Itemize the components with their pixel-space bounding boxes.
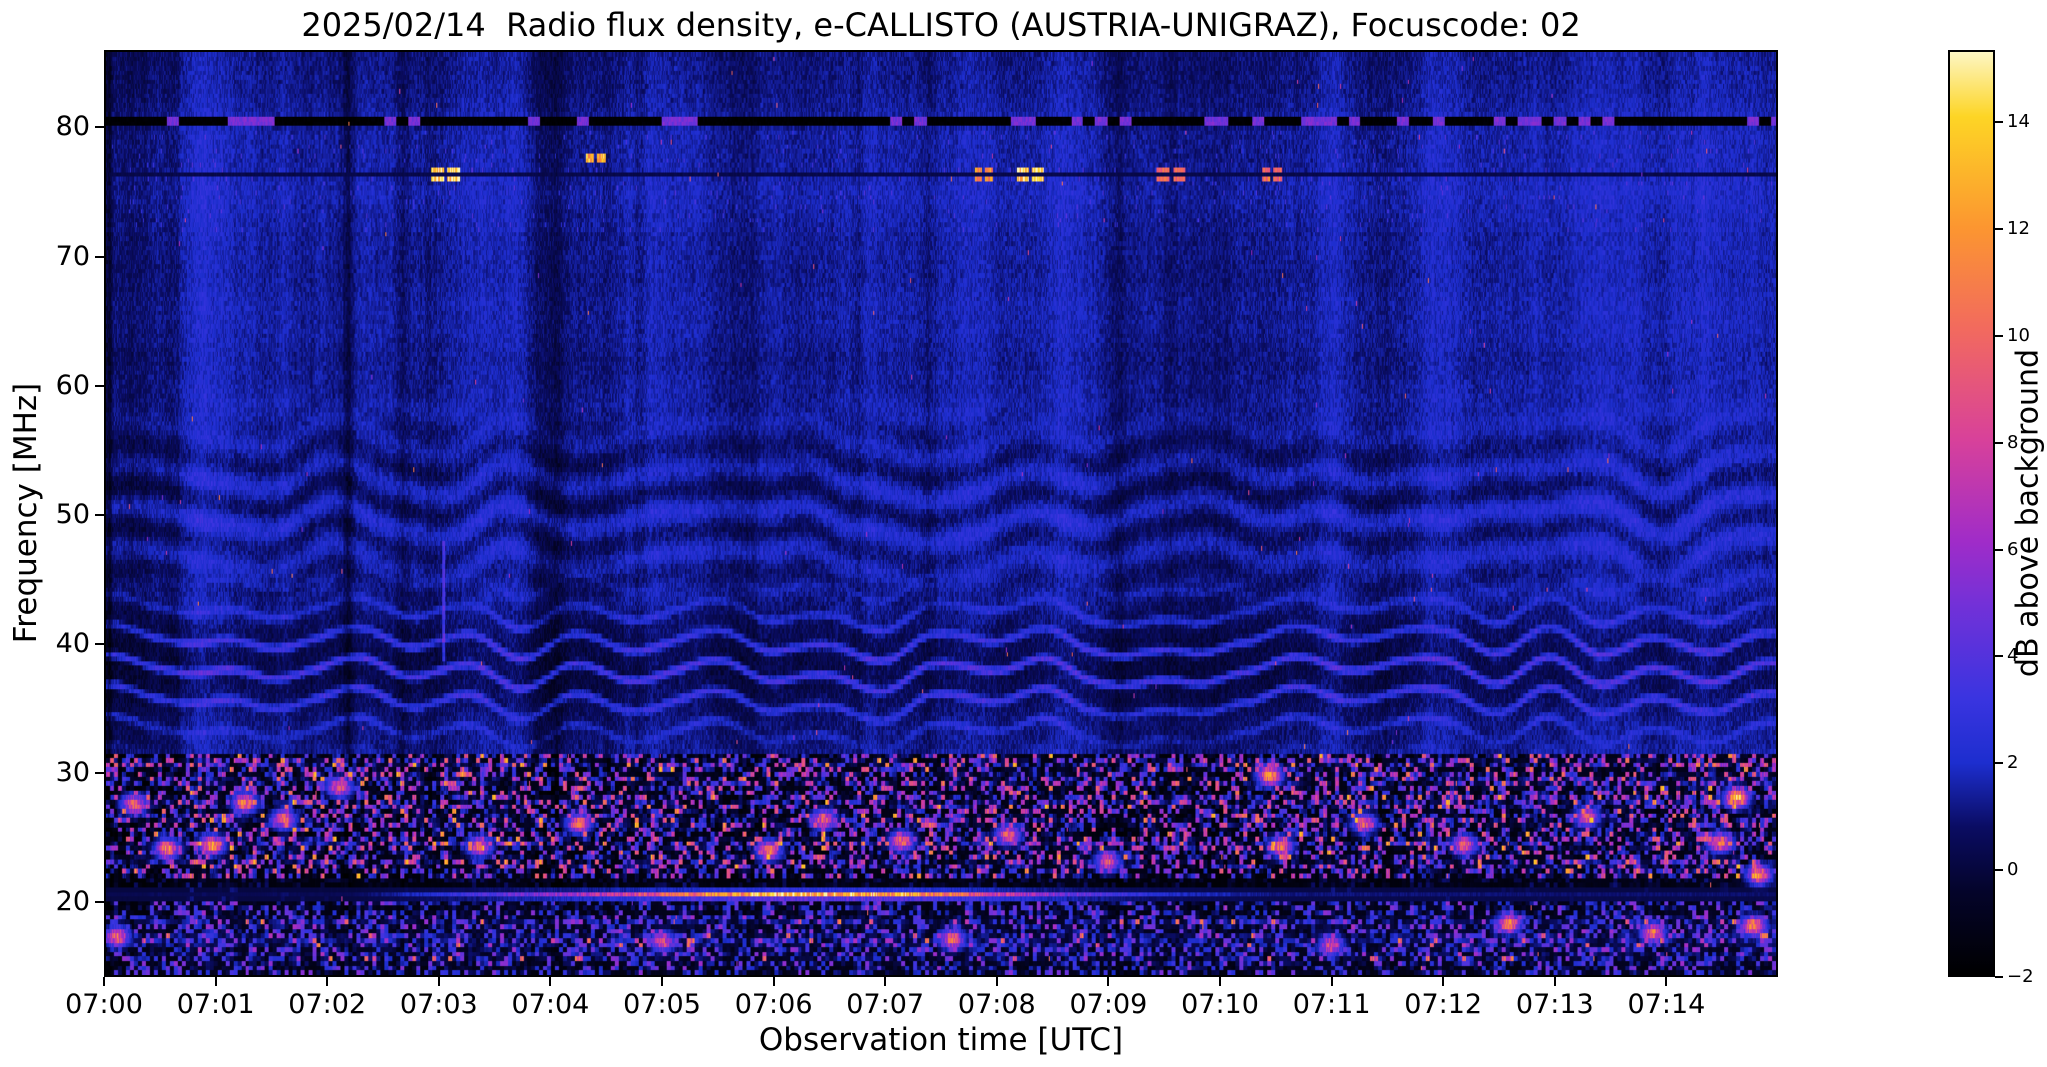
x-tick-mark [549,977,552,986]
colorbar-tick-label: 2 [2007,752,2019,774]
plot-area [104,50,1778,977]
colorbar-tick-label: 8 [2007,431,2019,453]
y-tick-mark [95,513,104,516]
y-tick-mark [95,126,104,129]
x-tick-label: 07:00 [65,989,143,1020]
y-tick-mark [95,255,104,258]
y-tick-mark [95,642,104,645]
colorbar-tick-mark [1995,227,2003,230]
x-tick-label: 07:13 [1515,989,1594,1020]
colorbar [1948,50,1995,977]
colorbar-tick-mark [1995,548,2003,551]
colorbar-tick-mark [1995,334,2003,337]
x-tick-mark [326,977,329,986]
x-tick-label: 07:04 [511,989,590,1020]
x-tick-mark [1665,977,1668,986]
x-tick-label: 07:08 [957,989,1036,1020]
y-tick-mark [95,901,104,904]
x-tick-mark [884,977,887,986]
x-tick-label: 07:02 [288,989,367,1020]
y-tick-label: 60 [55,369,90,401]
colorbar-tick-label: 10 [2007,324,2030,346]
y-tick-label: 30 [55,757,90,788]
spectrogram-canvas [106,52,1776,975]
x-tick-label: 07:12 [1404,989,1483,1020]
x-tick-label: 07:14 [1627,989,1706,1020]
x-tick-mark [103,977,105,986]
chart-title: 2025/02/14 Radio flux density, e-CALLIST… [301,6,1581,44]
x-tick-mark [772,977,775,986]
x-tick-label: 07:01 [176,989,255,1020]
y-tick-mark [95,384,104,387]
colorbar-tick-label: 12 [2007,217,2030,239]
colorbar-tick-mark [1995,762,2003,765]
x-tick-label: 07:10 [1181,989,1259,1020]
colorbar-tick-mark [1995,121,2003,124]
y-tick-label: 20 [55,886,90,918]
x-tick-label: 07:09 [1069,989,1148,1020]
colorbar-gradient [1950,52,1993,975]
colorbar-tick-label: 4 [2007,645,2019,667]
y-tick-label: 80 [55,111,90,143]
colorbar-label: dB above background [2010,348,2046,678]
x-tick-label: 07:07 [846,989,925,1020]
y-tick-label: 50 [55,498,90,530]
y-tick-mark [95,772,104,774]
x-tick-mark [995,977,998,986]
colorbar-tick-label: 6 [2007,538,2019,560]
colorbar-tick-label: 0 [2007,859,2019,881]
x-tick-mark [214,977,217,986]
colorbar-tick-mark [1995,869,2003,872]
x-tick-mark [1553,977,1556,986]
x-tick-mark [1442,977,1445,986]
y-tick-label: 70 [55,240,90,272]
colorbar-tick-mark [1995,441,2003,444]
x-tick-mark [1107,977,1110,986]
x-tick-mark [437,977,440,986]
colorbar-tick-mark [1995,976,2003,978]
y-tick-label: 40 [55,627,90,659]
x-tick-mark [661,977,663,986]
colorbar-tick-mark [1995,655,2003,658]
x-tick-mark [1330,977,1333,986]
x-tick-label: 07:03 [399,989,478,1020]
colorbar-tick-label: −2 [2007,966,2034,987]
x-tick-label: 07:05 [623,989,701,1020]
x-tick-label: 07:11 [1292,989,1371,1020]
x-tick-label: 07:06 [734,989,813,1020]
x-tick-mark [1219,977,1221,986]
x-axis-label: Observation time [UTC] [758,1022,1124,1058]
colorbar-tick-label: 14 [2007,111,2030,133]
